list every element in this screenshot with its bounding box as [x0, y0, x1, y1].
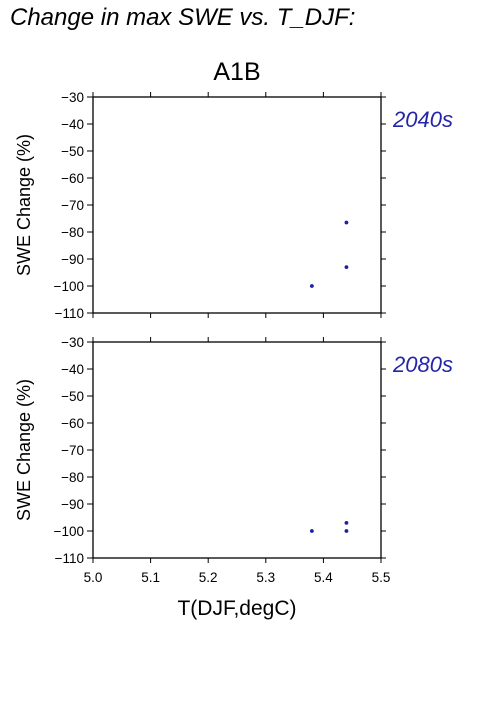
y-tick-label: −50	[61, 144, 84, 159]
y-tick-label: −70	[61, 443, 84, 458]
x-tick-label: 5.5	[372, 570, 391, 585]
panel-label: 2040s	[392, 107, 453, 132]
plot-frame	[92, 96, 382, 314]
x-tick-label: 5.0	[84, 570, 103, 585]
panel-label: 2080s	[392, 352, 453, 377]
x-tick-label: 5.3	[256, 570, 275, 585]
panel-2: −30 −40 −50 −60 −70 −80 −90 −100 −110 SWE Change …	[14, 335, 453, 566]
y-tick-label: −100	[54, 279, 84, 294]
y-tick-label: −90	[61, 497, 84, 512]
data-point	[344, 529, 349, 533]
y-tick-label: −50	[61, 389, 84, 404]
y-axis-label: SWE Change (%)	[14, 134, 34, 276]
y-tick-label: −30	[61, 90, 84, 105]
x-axis-label: T(DJF,degC)	[177, 597, 296, 620]
page-title: Change in max SWE vs. T_DJF:	[10, 4, 356, 31]
data-point	[344, 220, 349, 225]
panel-1: −30 −40 −50 −60 −70 −80 −90 −100 −110 SWE Change …	[14, 90, 453, 321]
y-tick-label: −80	[61, 470, 84, 485]
y-tick-label: −60	[61, 171, 84, 186]
y-tick-label: −30	[61, 335, 84, 350]
data-point	[344, 265, 349, 269]
y-axis-label: SWE Change (%)	[14, 379, 34, 521]
y-tick-label: −110	[55, 306, 84, 321]
y-tick-label: −40	[61, 117, 84, 132]
plot-frame	[92, 341, 382, 559]
y-tick-label: −70	[61, 198, 84, 213]
chart-title: A1B	[213, 58, 260, 86]
y-tick-label: −100	[54, 524, 84, 539]
data-point	[344, 521, 349, 525]
y-tick-label: −80	[61, 225, 84, 240]
y-tick-label: −90	[61, 252, 84, 267]
y-tick-label: −60	[61, 416, 84, 431]
x-tick-label: 5.4	[314, 570, 333, 585]
y-tick-label: −110	[55, 551, 84, 566]
x-tick-label: 5.2	[199, 570, 218, 585]
x-tick-label: 5.1	[141, 570, 160, 585]
data-point	[309, 284, 314, 288]
data-point	[309, 529, 314, 533]
y-tick-label: −40	[61, 362, 84, 377]
